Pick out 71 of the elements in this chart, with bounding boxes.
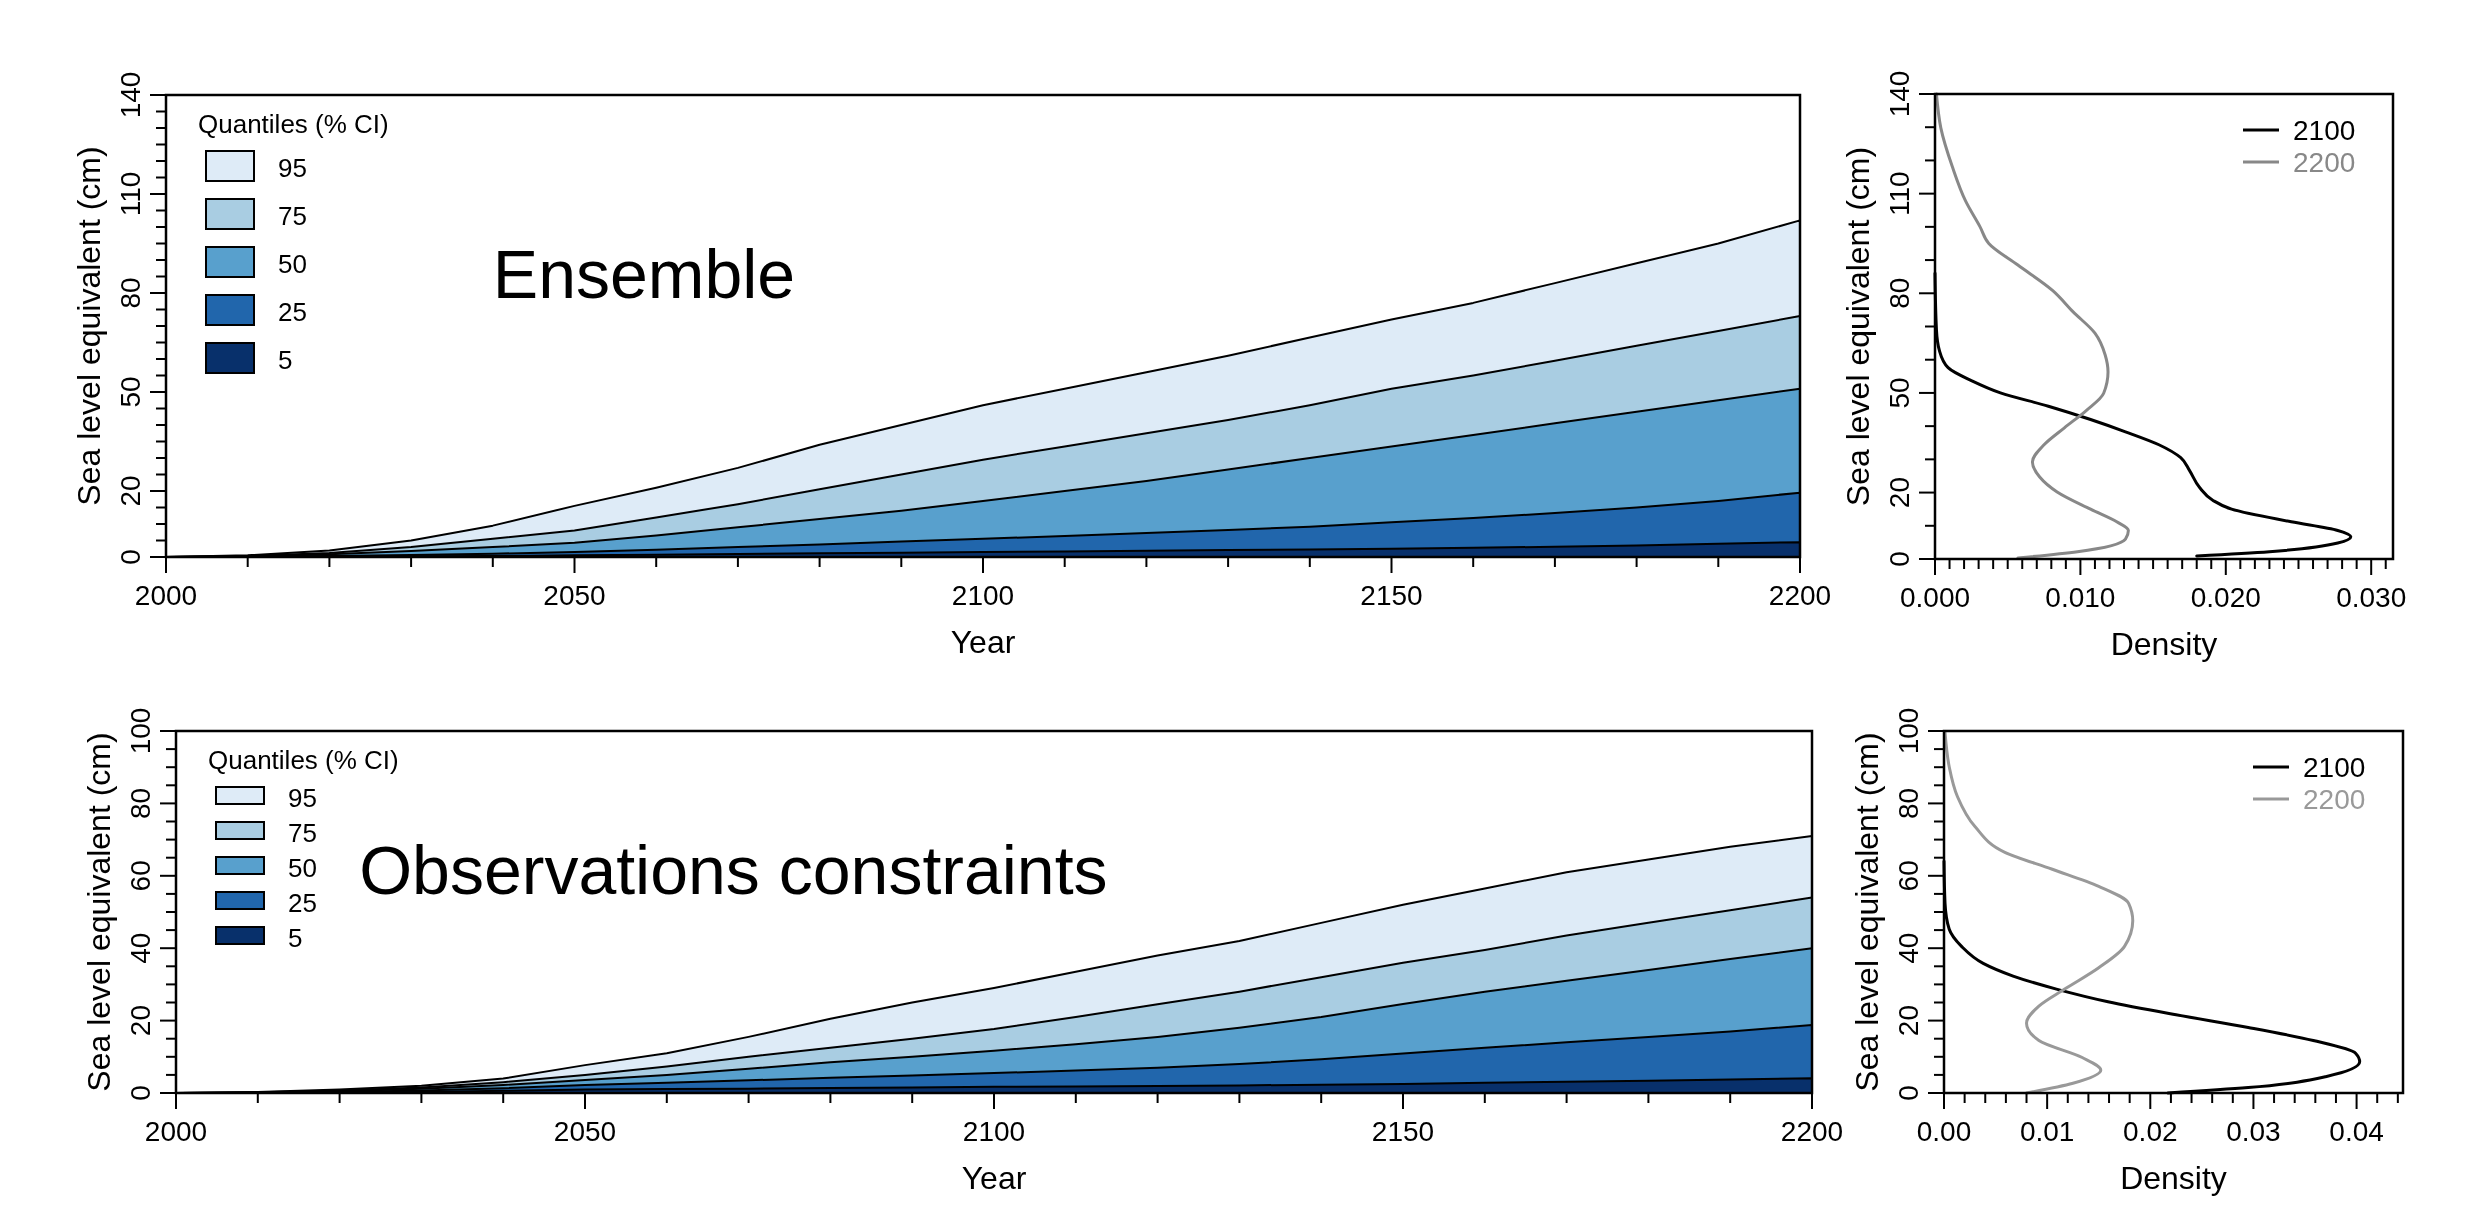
y-tick-label: 100 bbox=[1893, 707, 1924, 755]
legend-label: 5 bbox=[288, 922, 303, 953]
x-tick-label: 2000 bbox=[144, 1116, 208, 1147]
x-tick-label: 2050 bbox=[543, 580, 606, 611]
x-tick-label: 0.04 bbox=[2329, 1116, 2384, 1147]
y-tick-label: 80 bbox=[1893, 787, 1924, 819]
y-tick-label: 40 bbox=[1893, 932, 1924, 964]
x-tick-label: 2050 bbox=[553, 1116, 617, 1147]
y-tick-label: 140 bbox=[1884, 70, 1915, 118]
y-tick-label: 50 bbox=[1884, 377, 1915, 409]
x-tick-label: 0.03 bbox=[2226, 1116, 2281, 1147]
x-tick-label: 0.030 bbox=[2336, 582, 2407, 613]
y-tick-label: 80 bbox=[125, 787, 156, 819]
y-tick-label: 20 bbox=[125, 1005, 156, 1037]
y-tick-label: 110 bbox=[1884, 171, 1915, 216]
x-axis-title: Density bbox=[2120, 1160, 2227, 1196]
y-tick-label: 60 bbox=[1893, 860, 1924, 892]
legend-label: 2100 bbox=[2303, 752, 2366, 783]
legend-label: 5 bbox=[278, 345, 293, 375]
legend-label: 75 bbox=[288, 817, 317, 848]
legend-label: 75 bbox=[278, 201, 307, 231]
legend-label: 50 bbox=[288, 852, 317, 883]
x-tick-label: 2100 bbox=[962, 1116, 1026, 1147]
x-axis-title: Year bbox=[961, 1160, 1027, 1196]
y-tick-label: 100 bbox=[125, 707, 156, 755]
y-tick-label: 0 bbox=[1893, 1085, 1924, 1101]
y-tick-label: 20 bbox=[1893, 1005, 1924, 1037]
legend-title: Quantiles (% CI) bbox=[198, 109, 389, 139]
legend-label: 2200 bbox=[2293, 147, 2356, 178]
legend-label: 25 bbox=[288, 887, 317, 918]
y-tick-label: 80 bbox=[1884, 277, 1915, 309]
y-tick-label: 140 bbox=[115, 71, 146, 119]
x-tick-label: 0.020 bbox=[2190, 582, 2261, 613]
y-axis-title: Sea level equivalent (cm) bbox=[71, 146, 107, 506]
line-series bbox=[1934, 92, 2130, 560]
y-tick-label: 80 bbox=[115, 277, 146, 309]
legend-label: 2200 bbox=[2303, 784, 2366, 815]
legend-label: 50 bbox=[278, 249, 307, 279]
x-tick-label: 2200 bbox=[1768, 580, 1832, 611]
x-tick-label: 0.02 bbox=[2123, 1116, 2178, 1147]
y-tick-label: 20 bbox=[1884, 476, 1915, 509]
annotation: Observations constraints bbox=[359, 831, 1108, 908]
legend-label: 25 bbox=[278, 297, 307, 327]
y-tick-label: 0 bbox=[125, 1085, 156, 1101]
y-tick-label: 0 bbox=[115, 549, 146, 565]
x-tick-label: 2000 bbox=[134, 580, 198, 611]
annotation: Ensemble bbox=[492, 236, 796, 313]
y-tick-label: 0 bbox=[1884, 551, 1915, 567]
x-tick-label: 0.00 bbox=[1916, 1116, 1972, 1147]
x-tick-label: 0.01 bbox=[2019, 1116, 2075, 1147]
x-tick-label: 2200 bbox=[1780, 1116, 1844, 1147]
y-tick-label: 20 bbox=[115, 475, 146, 507]
y-axis-title: Sea level equivalent (cm) bbox=[1849, 732, 1885, 1092]
legend-label: 95 bbox=[288, 782, 317, 813]
y-tick-label: 40 bbox=[125, 932, 156, 964]
y-axis-title: Sea level equivalent (cm) bbox=[81, 732, 117, 1092]
y-tick-label: 60 bbox=[125, 860, 156, 892]
x-tick-label: 2100 bbox=[951, 580, 1015, 611]
line-series bbox=[1943, 730, 2135, 1095]
legend-title: Quantiles (% CI) bbox=[208, 745, 399, 775]
x-tick-label: 2150 bbox=[1371, 1116, 1435, 1147]
x-tick-label: 0.000 bbox=[1899, 582, 1971, 613]
x-axis-title: Year bbox=[950, 624, 1016, 660]
y-tick-label: 110 bbox=[115, 171, 146, 217]
y-axis-title: Sea level equivalent (cm) bbox=[1840, 146, 1876, 507]
x-tick-label: 2150 bbox=[1360, 580, 1423, 611]
legend-label: 2100 bbox=[2293, 115, 2356, 146]
x-axis-title: Density bbox=[2110, 626, 2218, 662]
y-tick-label: 50 bbox=[115, 376, 146, 408]
x-tick-label: 0.010 bbox=[2045, 582, 2116, 613]
legend-label: 95 bbox=[278, 153, 307, 183]
